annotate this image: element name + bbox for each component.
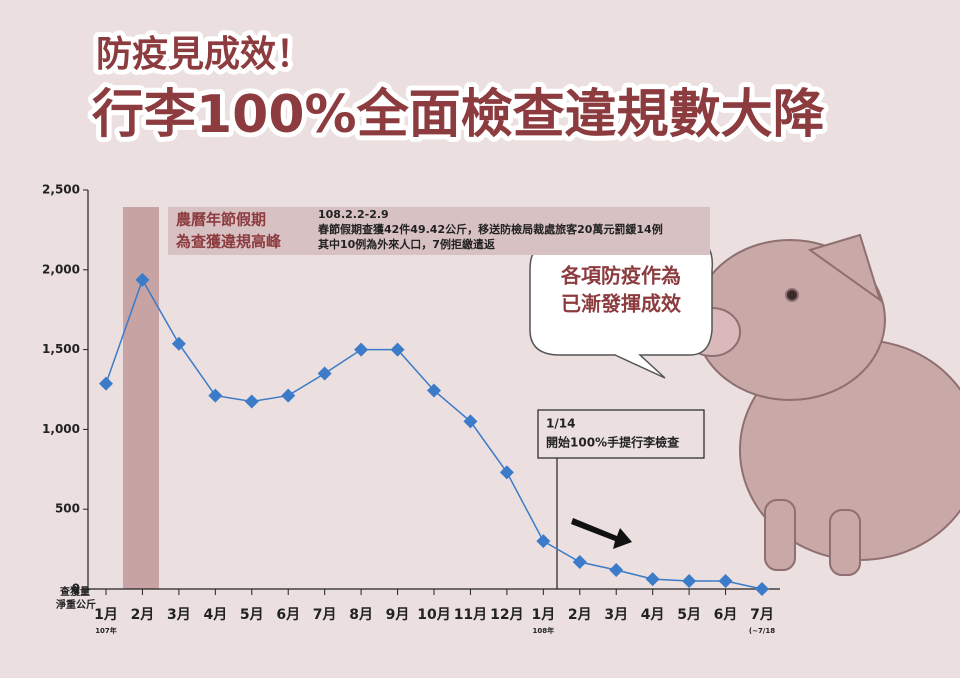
x-tick-label: 10月 (417, 607, 450, 623)
chart-subtitle: 行李100%全面檢查違規數大降 (92, 85, 825, 145)
data-point (208, 388, 223, 403)
x-tick-label: 6月 (276, 607, 300, 623)
data-point (572, 555, 587, 570)
data-point (244, 394, 259, 409)
x-tick-note: (~7/18 (749, 627, 775, 635)
y-tick-label: 0 (72, 582, 80, 596)
x-tick-label: 7月 (313, 607, 337, 623)
x-tick-label: 3月 (604, 607, 628, 623)
y-tick-label: 2,500 (42, 183, 80, 197)
data-point (171, 336, 186, 351)
peak-detail: 春節假期查獲42件49.42公斤，移送防檢局裁處旅客20萬元罰鍰14例 (318, 222, 663, 236)
x-tick-note: 107年 (95, 626, 117, 635)
data-point (317, 366, 332, 381)
policy-box (537, 409, 705, 459)
x-tick-label: 4月 (203, 607, 227, 623)
data-point (281, 388, 296, 403)
x-tick-label: 11月 (454, 607, 487, 623)
x-tick-label: 3月 (167, 607, 191, 623)
data-point (99, 376, 113, 391)
x-tick-label: 9月 (386, 607, 410, 623)
data-point (718, 574, 733, 589)
peak-band (123, 207, 159, 589)
x-tick-label: 8月 (349, 607, 373, 623)
policy-text: 開始100%手提行李檢查 (546, 435, 680, 450)
peak-title: 農曆年節假期 (176, 211, 266, 229)
x-tick-label: 4月 (641, 607, 665, 623)
data-point (427, 383, 441, 398)
x-tick-label: 6月 (714, 607, 738, 623)
trend-arrow (571, 518, 632, 549)
x-tick-label: 5月 (677, 607, 701, 623)
y-tick-label: 2,000 (42, 262, 80, 276)
x-tick-label: 1月 (94, 607, 118, 623)
data-point (354, 342, 369, 357)
peak-detail: 其中10例為外來人口，7例拒繳遣返 (318, 237, 495, 251)
peak-detail: 108.2.2-2.9 (318, 208, 389, 221)
peak-box (168, 207, 710, 255)
y-tick-label: 500 (55, 502, 80, 516)
x-tick-label: 7月 (750, 607, 774, 623)
data-point (536, 534, 551, 549)
bubble-text: 各項防疫作為 (560, 264, 681, 288)
data-point (499, 465, 514, 480)
x-tick-label: 1月 (531, 607, 555, 623)
x-tick-label: 2月 (131, 607, 155, 623)
data-point (135, 272, 150, 287)
x-tick-label: 2月 (568, 607, 592, 623)
data-point (755, 582, 769, 596)
policy-text: 1/14 (546, 417, 575, 431)
x-tick-label: 12月 (490, 607, 523, 623)
y-tick-label: 1,500 (42, 342, 80, 356)
data-point (463, 414, 478, 429)
bubble-text: 已漸發揮成效 (561, 292, 681, 316)
y-axis-label: 淨重公斤 (55, 598, 96, 611)
chart-title: 防疫見成效！ (96, 34, 312, 75)
x-tick-note: 108年 (533, 626, 555, 635)
data-point (609, 563, 624, 578)
data-point (390, 342, 405, 357)
x-tick-label: 5月 (240, 607, 264, 623)
y-axis-label: 查獲量 (59, 585, 90, 598)
data-point (645, 572, 660, 587)
data-point (682, 574, 697, 589)
y-tick-label: 1,000 (42, 422, 80, 436)
peak-title: 為查獲違規高峰 (175, 233, 282, 251)
